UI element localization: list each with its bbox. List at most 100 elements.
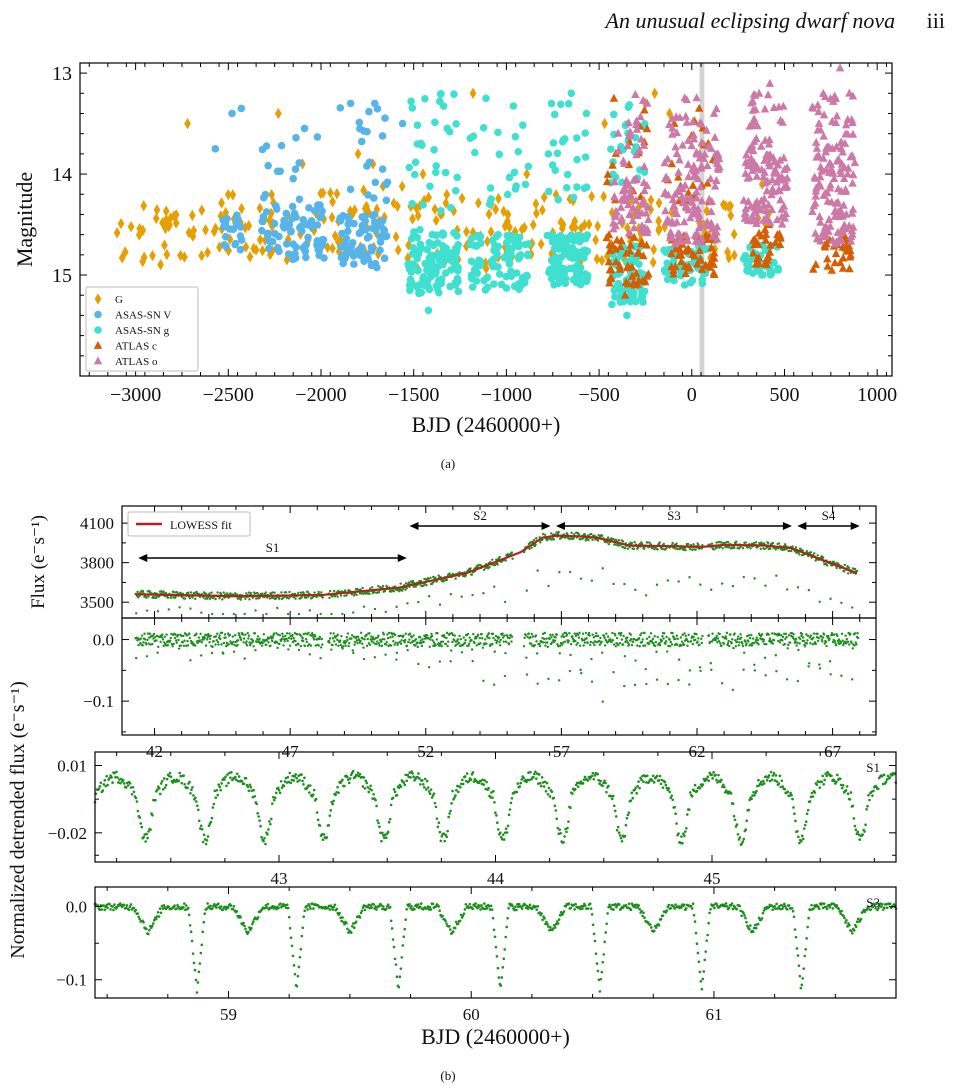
data-point bbox=[732, 646, 735, 650]
data-point bbox=[640, 778, 643, 782]
data-point bbox=[284, 250, 293, 258]
data-point bbox=[425, 779, 429, 783]
data-point bbox=[410, 636, 414, 639]
data-point bbox=[850, 641, 853, 645]
data-point bbox=[748, 636, 752, 640]
data-point bbox=[724, 635, 727, 638]
data-point bbox=[404, 632, 408, 635]
data-point bbox=[186, 786, 189, 790]
data-point bbox=[405, 644, 409, 647]
data-point bbox=[410, 170, 419, 179]
data-point bbox=[668, 638, 671, 641]
data-point bbox=[607, 784, 610, 788]
data-point bbox=[809, 551, 813, 554]
data-point bbox=[210, 225, 218, 238]
data-point bbox=[796, 641, 799, 644]
data-point bbox=[485, 780, 488, 784]
data-point bbox=[544, 789, 548, 793]
data-point bbox=[212, 802, 216, 806]
data-point bbox=[637, 780, 640, 783]
data-point bbox=[634, 588, 637, 592]
data-point bbox=[829, 673, 832, 676]
data-point bbox=[491, 642, 494, 646]
data-point bbox=[772, 639, 776, 642]
data-point bbox=[328, 814, 332, 817]
data-point bbox=[395, 651, 399, 655]
data-point bbox=[427, 790, 431, 793]
data-point bbox=[438, 603, 442, 606]
data-point bbox=[361, 785, 365, 788]
data-point bbox=[550, 110, 559, 119]
data-point bbox=[739, 633, 742, 636]
data-point bbox=[358, 772, 362, 776]
data-point bbox=[606, 273, 615, 282]
data-point bbox=[623, 655, 627, 658]
data-point bbox=[607, 542, 611, 546]
data-point bbox=[395, 793, 399, 797]
data-point bbox=[605, 278, 614, 287]
data-point bbox=[631, 268, 641, 277]
data-point bbox=[289, 174, 297, 183]
data-point bbox=[341, 647, 344, 650]
data-point bbox=[294, 773, 297, 776]
data-point bbox=[731, 688, 735, 692]
data-point bbox=[614, 815, 618, 818]
data-point bbox=[278, 634, 282, 637]
data-point bbox=[554, 195, 563, 204]
data-point bbox=[600, 651, 604, 654]
data-point bbox=[701, 260, 710, 269]
data-point bbox=[727, 209, 735, 222]
data-point bbox=[408, 638, 411, 641]
data-point bbox=[677, 580, 680, 583]
data-point bbox=[346, 775, 349, 779]
data-point bbox=[581, 782, 585, 785]
data-point bbox=[711, 777, 714, 780]
data-point bbox=[258, 226, 266, 235]
data-point bbox=[354, 148, 362, 160]
data-point bbox=[161, 638, 165, 641]
data-point bbox=[593, 643, 596, 647]
data-point bbox=[110, 776, 113, 779]
data-point bbox=[365, 107, 373, 116]
data-point bbox=[405, 163, 414, 172]
data-point bbox=[495, 641, 498, 645]
data-point bbox=[432, 792, 436, 795]
data-point bbox=[640, 632, 643, 635]
data-point bbox=[623, 684, 626, 688]
data-point bbox=[391, 635, 394, 638]
data-point bbox=[547, 99, 556, 108]
data-point bbox=[573, 532, 576, 536]
data-point bbox=[328, 211, 336, 224]
data-point bbox=[539, 541, 542, 544]
data-point bbox=[174, 633, 177, 636]
data-point bbox=[547, 677, 550, 681]
data-point bbox=[322, 833, 326, 836]
data-point bbox=[555, 817, 559, 821]
data-point bbox=[658, 644, 662, 647]
data-point bbox=[523, 636, 526, 640]
data-point bbox=[774, 264, 782, 273]
data-point bbox=[491, 796, 494, 799]
data-point bbox=[295, 776, 298, 780]
data-point bbox=[357, 137, 366, 146]
data-point bbox=[143, 638, 147, 641]
data-point bbox=[256, 811, 259, 815]
data-point bbox=[600, 534, 604, 537]
data-point bbox=[425, 583, 428, 587]
data-point bbox=[506, 251, 515, 260]
data-point bbox=[445, 631, 449, 635]
data-point bbox=[375, 804, 378, 808]
data-point bbox=[642, 271, 652, 280]
panel-raw-ytick-label: 3800 bbox=[80, 554, 114, 573]
data-point bbox=[194, 796, 197, 800]
panel-raw-ytick-label: 3500 bbox=[80, 593, 114, 612]
data-point bbox=[423, 777, 427, 781]
data-point bbox=[121, 246, 129, 258]
data-point bbox=[169, 596, 173, 600]
data-point bbox=[220, 643, 223, 646]
data-point bbox=[740, 636, 743, 639]
data-point bbox=[573, 632, 576, 635]
data-point bbox=[406, 602, 409, 605]
data-point bbox=[546, 645, 550, 649]
data-point bbox=[251, 639, 255, 643]
